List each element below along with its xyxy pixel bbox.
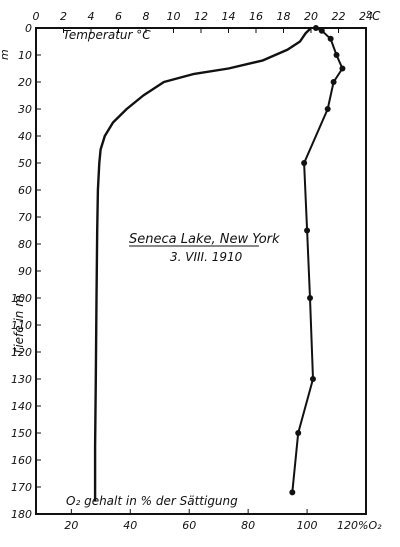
y-axis-tick-label: 70 <box>18 211 32 224</box>
depth-axis-unit: m <box>0 49 11 60</box>
o2-legend: O₂ gehalt in % der Sättigung <box>66 494 238 508</box>
o2-point <box>324 106 331 112</box>
o2-point <box>289 489 296 496</box>
top-axis-tick-label: 0 <box>33 10 40 23</box>
y-axis-tick-label: 50 <box>18 157 32 170</box>
y-axis-tick-label: 130 <box>11 373 32 386</box>
top-axis-tick-label: 8 <box>143 10 150 23</box>
y-axis-tick-label: 80 <box>18 238 32 251</box>
top-axis-tick-label: 20 <box>304 10 318 23</box>
y-axis-tick-label: 180 <box>11 508 32 521</box>
o2-point <box>339 65 346 72</box>
o2-point <box>333 52 340 58</box>
bottom-axis-unit: 120%O₂ <box>337 519 382 532</box>
bottom-axis-tick-label: 80 <box>241 519 255 532</box>
temperature-curve <box>93 26 313 502</box>
o2-point <box>301 160 308 166</box>
bottom-axis-tick-label: 100 <box>297 519 318 532</box>
o2-point <box>309 376 316 382</box>
top-axis-tick-label: 16 <box>249 10 263 23</box>
top-axis-tick-label: 24 <box>359 10 373 23</box>
top-axis-tick-label: 22 <box>332 10 346 23</box>
y-axis-tick-label: 110 <box>11 319 32 332</box>
series-layer <box>93 25 346 502</box>
o2-point <box>318 27 325 34</box>
chart-title: Seneca Lake, New York <box>129 232 280 247</box>
plot-border <box>35 27 367 515</box>
chart-frame <box>35 27 367 515</box>
y-axis-tick-label: 40 <box>18 130 32 143</box>
top-axis-tick-label: 4 <box>88 10 95 23</box>
y-axis-tick-label: 120 <box>11 346 32 359</box>
o2-point <box>304 227 311 234</box>
y-axis-tick-label: 100 <box>11 292 32 305</box>
y-axis-tick-label: 140 <box>11 400 32 413</box>
y-axis-tick-label: 60 <box>18 184 32 197</box>
o2-point <box>312 25 319 31</box>
y-axis-tick-label: 160 <box>11 454 32 467</box>
top-axis-tick-label: 10 <box>167 10 181 23</box>
o2-point <box>330 79 337 85</box>
top-axis-tick-label: 18 <box>277 10 291 23</box>
top-axis-unit: °C <box>366 9 381 23</box>
top-axis-tick-label: 6 <box>115 10 122 23</box>
o2-point <box>295 430 302 436</box>
y-axis-tick-label: 30 <box>18 103 32 116</box>
y-axis-tick-label: 150 <box>11 427 32 440</box>
y-axis-label: Tiefe in m <box>12 295 26 355</box>
y-axis-tick-label: 90 <box>18 265 32 278</box>
top-axis-tick-label: 12 <box>194 10 208 23</box>
y-axis-tick-label: 10 <box>18 49 32 62</box>
bottom-axis-tick-label: 60 <box>182 519 196 532</box>
y-axis-tick-label: 170 <box>11 481 32 494</box>
chart-subtitle: 3. VIII. 1910 <box>170 250 243 264</box>
top-axis-tick-label: 2 <box>60 10 67 23</box>
temperature-legend: Temperatur °C <box>63 28 151 42</box>
bottom-axis-tick-label: 20 <box>64 519 78 532</box>
o2-curve <box>291 27 344 493</box>
top-axis-tick-label: 14 <box>222 10 236 23</box>
bottom-axis-tick-label: 40 <box>123 519 137 532</box>
y-axis-tick-label: 20 <box>18 76 32 89</box>
o2-point <box>307 295 314 301</box>
y-axis-tick-label: 0 <box>25 22 32 35</box>
o2-point <box>327 35 334 42</box>
